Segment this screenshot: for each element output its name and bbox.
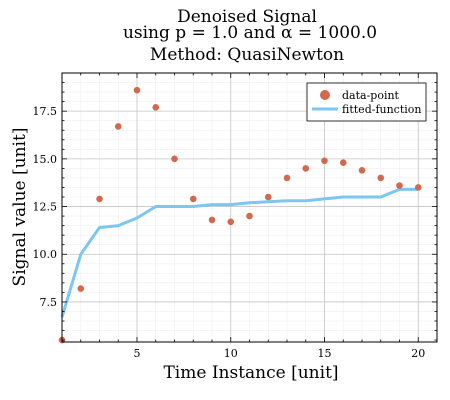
data-point-marker	[114, 123, 122, 130]
data-point-marker	[264, 193, 272, 201]
data-point-marker	[414, 184, 422, 191]
chart-title: Denoised Signal using p = 1.0 and α = 10…	[123, 7, 377, 65]
legend-label-fitted-function: fitted-function	[342, 103, 422, 116]
legend-label-data-point: data-point	[342, 89, 400, 102]
x-tick-label: 20	[411, 347, 425, 360]
data-point-marker	[321, 157, 328, 165]
x-tick-label: 5	[134, 347, 141, 360]
y-tick-label: 7.5	[40, 296, 58, 309]
title-line-1: Denoised Signal	[177, 7, 317, 27]
x-tick-label: 15	[318, 347, 332, 360]
y-tick-label: 17.5	[33, 105, 58, 118]
data-point-marker	[377, 174, 385, 182]
title-line-3: Method: QuasiNewton	[150, 45, 344, 65]
data-point-marker	[339, 159, 347, 166]
series-line-fitted-function	[60, 187, 419, 318]
title-line-2: using p = 1.0 and α = 1000.0	[123, 23, 377, 43]
data-point-marker	[396, 182, 403, 189]
data-point-marker	[189, 195, 197, 203]
data-point-marker	[133, 86, 141, 94]
data-point-marker	[227, 218, 235, 226]
legend: data-point fitted-function	[306, 82, 427, 122]
data-point-marker	[246, 212, 253, 220]
data-point-marker	[96, 195, 103, 203]
data-point-marker	[208, 216, 216, 224]
y-axis-label: Signal value [unit]	[10, 128, 30, 287]
data-point-marker	[283, 174, 291, 182]
y-tick-label: 10.0	[33, 248, 58, 261]
tick-marks	[61, 72, 438, 342]
data-point-marker	[302, 165, 310, 172]
y-tick-label: 15.0	[33, 153, 58, 166]
data-point-marker	[77, 285, 85, 292]
data-point-marker	[171, 155, 178, 163]
series-layer	[58, 86, 422, 344]
y-tick-label: 12.5	[33, 201, 58, 214]
tick-labels: 5 10 15 20 7.5 10.0 12.5 15.0 17.5	[33, 105, 426, 360]
legend-marker-data-point	[320, 90, 330, 100]
x-axis-label: Time Instance [unit]	[163, 363, 338, 383]
data-point-marker	[152, 104, 160, 111]
x-tick-label: 10	[224, 347, 238, 360]
data-point-marker	[358, 166, 366, 174]
legend-box	[306, 82, 427, 122]
